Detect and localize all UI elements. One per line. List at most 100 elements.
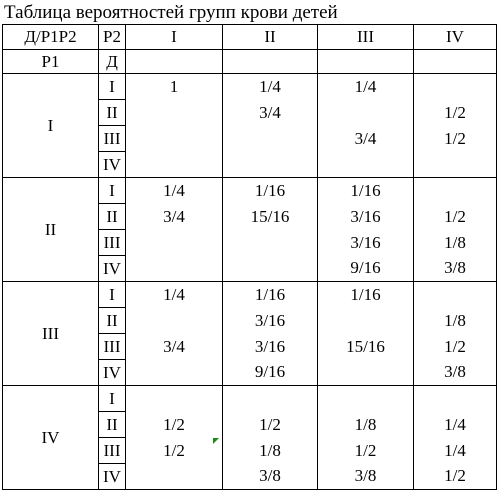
probability-cell [126, 360, 223, 386]
group-header-i: I [126, 25, 223, 50]
header-row: Д/P1P2 P2 I II III IV [3, 25, 497, 50]
probability-cell: 3/4 [223, 100, 318, 126]
probability-cell [223, 230, 318, 256]
child-group-cell: I [99, 282, 126, 308]
child-group-cell: III [99, 334, 126, 360]
probability-cell: 3/16 [223, 308, 318, 334]
child-group-cell: IV [99, 464, 126, 490]
probability-cell [223, 386, 318, 412]
probability-cell: 1 [126, 74, 223, 100]
probability-cell [318, 360, 414, 386]
probability-cell [223, 256, 318, 282]
probability-cell [223, 126, 318, 152]
cell-marker [213, 438, 219, 444]
probability-cell: 3/4 [318, 126, 414, 152]
child-group-cell: II [99, 100, 126, 126]
p1-group-cell: II [3, 178, 99, 282]
probability-cell: 1/8 [318, 412, 414, 438]
probability-cell [318, 152, 414, 178]
probability-cell: 1/16 [223, 178, 318, 204]
probability-cell: 1/2 [223, 412, 318, 438]
probability-cell: 1/4 [414, 412, 497, 438]
child-group-cell: III [99, 438, 126, 464]
child-group-cell: I [99, 386, 126, 412]
probability-cell [126, 256, 223, 282]
probability-cell: 1/8 [414, 308, 497, 334]
probability-cell: 3/8 [414, 256, 497, 282]
probability-cell: 1/8 [223, 438, 318, 464]
probability-cell: 1/4 [223, 74, 318, 100]
probability-cell [223, 152, 318, 178]
child-group-cell: III [99, 126, 126, 152]
probability-cell [126, 152, 223, 178]
table-row: III I 1/4 1/16 1/16 [3, 282, 497, 308]
subheader-empty-cell [318, 50, 414, 74]
probability-cell [126, 230, 223, 256]
p1-group-cell: IV [3, 386, 99, 490]
probability-cell: 3/8 [223, 464, 318, 490]
p1-label: P1 [3, 50, 99, 74]
probability-cell: 1/4 [126, 282, 223, 308]
probability-cell [318, 100, 414, 126]
probability-cell: 1/16 [223, 282, 318, 308]
probability-cell [126, 100, 223, 126]
probability-cell: 3/8 [318, 464, 414, 490]
probability-cell: 3/4 [126, 334, 223, 360]
child-group-cell: IV [99, 360, 126, 386]
probability-cell: 1/4 [318, 74, 414, 100]
probability-cell [414, 152, 497, 178]
child-group-cell: I [99, 74, 126, 100]
table-row: II I 1/4 1/16 1/16 [3, 178, 497, 204]
table-row: IV I [3, 386, 497, 412]
subheader-empty-cell [126, 50, 223, 74]
corner-header: Д/P1P2 [3, 25, 99, 50]
probability-cell [414, 74, 497, 100]
probability-cell: 1/2 [414, 334, 497, 360]
subheader-empty-cell [223, 50, 318, 74]
child-group-cell: II [99, 308, 126, 334]
probability-cell: 1/2 [414, 100, 497, 126]
probability-cell [318, 308, 414, 334]
probability-cell: 1/4 [414, 438, 497, 464]
table-row: I I 1 1/4 1/4 [3, 74, 497, 100]
probability-cell: 1/2 [414, 464, 497, 490]
probability-cell: 3/4 [126, 204, 223, 230]
probability-cell: 3/16 [223, 334, 318, 360]
probability-cell: 1/16 [318, 178, 414, 204]
probability-cell: 9/16 [318, 256, 414, 282]
child-group-cell: II [99, 204, 126, 230]
p2-header: P2 [99, 25, 126, 50]
probability-cell: 15/16 [223, 204, 318, 230]
probability-cell [126, 126, 223, 152]
probability-cell [126, 308, 223, 334]
subheader-empty-cell [414, 50, 497, 74]
probability-cell [126, 464, 223, 490]
group-header-ii: II [223, 25, 318, 50]
subheader-row: P1 Д [3, 50, 497, 74]
probability-cell [318, 386, 414, 412]
probability-cell: 3/16 [318, 230, 414, 256]
probability-cell: 9/16 [223, 360, 318, 386]
child-group-cell: II [99, 412, 126, 438]
group-header-iii: III [318, 25, 414, 50]
p1-group-cell: III [3, 282, 99, 386]
probability-cell [414, 386, 497, 412]
probability-cell: 1/2 [126, 412, 223, 438]
probability-cell [414, 282, 497, 308]
child-group-cell: III [99, 230, 126, 256]
probability-cell: 15/16 [318, 334, 414, 360]
child-group-cell: IV [99, 256, 126, 282]
probability-cell: 1/16 [318, 282, 414, 308]
child-group-cell: I [99, 178, 126, 204]
probability-cell: 1/2 [414, 204, 497, 230]
probability-cell: 1/8 [414, 230, 497, 256]
blood-group-probability-table: Д/P1P2 P2 I II III IV P1 Д I I 1 1/4 1/4 II 3/… [2, 24, 497, 490]
probability-cell [414, 178, 497, 204]
p1-group-cell: I [3, 74, 99, 178]
child-group-cell: IV [99, 152, 126, 178]
probability-cell: 1/2 [414, 126, 497, 152]
table-caption: Таблица вероятностей групп крови детей [4, 2, 338, 24]
probability-cell: 3/16 [318, 204, 414, 230]
probability-cell: 3/8 [414, 360, 497, 386]
probability-cell: 1/4 [126, 178, 223, 204]
